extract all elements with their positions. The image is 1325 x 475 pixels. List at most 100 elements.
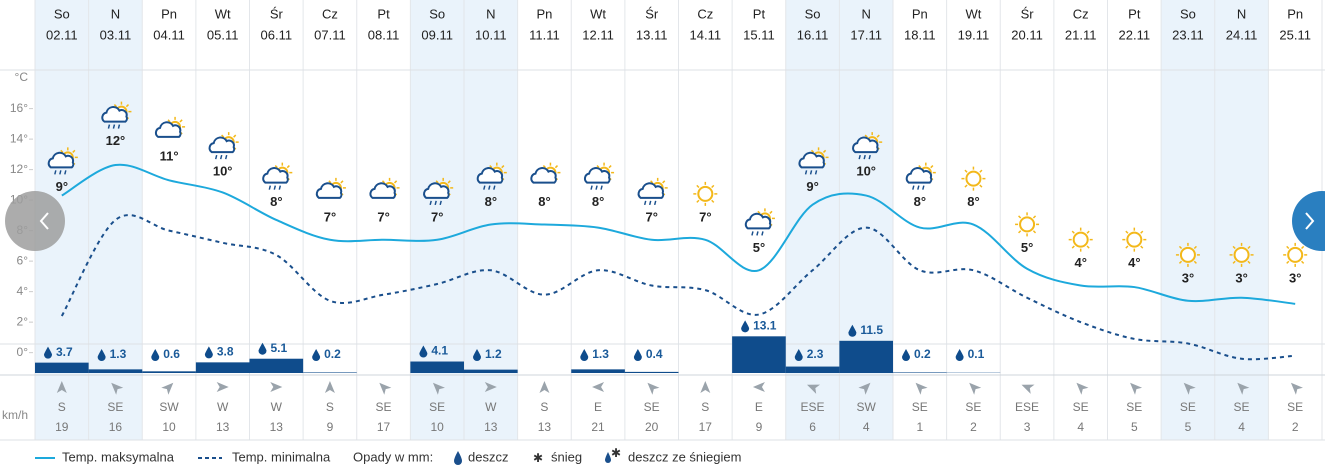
sun-ray	[1071, 245, 1075, 249]
sun-ray	[1286, 260, 1290, 264]
date: 19.11	[958, 27, 990, 42]
weather-icon	[1283, 242, 1308, 267]
weekday: Pn	[912, 6, 928, 21]
cloud	[852, 136, 879, 154]
weather-icon	[476, 162, 507, 190]
sun-ray	[435, 180, 439, 184]
sun-ray	[918, 165, 922, 169]
rain-drop	[54, 170, 57, 175]
rain-drop	[922, 185, 925, 190]
wind-speed: 10	[162, 420, 176, 434]
weekday: Pt	[377, 6, 390, 21]
wind-direction: W	[271, 400, 283, 414]
wind-speed: 13	[270, 420, 284, 434]
weekday: So	[805, 6, 821, 21]
wind-arrow	[432, 382, 445, 395]
cloud	[315, 182, 343, 199]
weather-icon	[208, 132, 239, 160]
precip-label: 0.6	[163, 347, 180, 361]
wind-direction: SE	[1180, 400, 1196, 414]
sun	[965, 170, 982, 187]
day-temp-label: 9°	[56, 179, 68, 194]
precip-label: 4.1	[431, 344, 448, 358]
wind-arrow	[1183, 382, 1196, 395]
sleet-icon	[605, 452, 611, 463]
rain-drop	[107, 124, 111, 129]
day-temp-label: 5°	[1021, 240, 1033, 255]
background	[0, 0, 1325, 441]
date: 11.11	[529, 27, 560, 42]
prev-button[interactable]	[5, 191, 65, 251]
wind-direction: E	[755, 400, 763, 414]
rain-drop	[868, 154, 871, 160]
rain-icon	[454, 451, 462, 465]
wind-speed: 19	[55, 420, 69, 434]
sun-ray	[1247, 245, 1251, 250]
precip-label: 3.7	[56, 345, 73, 359]
sun-ray	[554, 165, 559, 169]
weekday: Wt	[965, 6, 981, 21]
cloud	[798, 151, 825, 169]
wind-direction: SE	[1073, 400, 1089, 414]
precip-drop	[44, 346, 52, 359]
date: 06.11	[261, 27, 293, 42]
cloud	[476, 167, 504, 184]
date: 21.11	[1065, 27, 1097, 42]
rain-drop	[751, 231, 754, 236]
weather-icon	[423, 177, 454, 206]
wind-arrow	[56, 381, 67, 393]
precip-bar	[249, 358, 304, 373]
sun-ray	[1178, 260, 1183, 264]
sun-ray	[340, 180, 344, 184]
next-button[interactable]	[1292, 191, 1325, 251]
wind-speed: 16	[109, 420, 123, 434]
y-tick-label: 0°	[17, 345, 29, 359]
cloud	[369, 182, 396, 199]
wind-direction: ESE	[801, 400, 825, 414]
precip-label: 11.5	[860, 323, 883, 337]
wind-direction: S	[326, 400, 334, 414]
rain-drop	[429, 200, 432, 206]
sun-ray	[489, 165, 493, 169]
sun-ray	[876, 134, 880, 138]
legend-min: Temp. minimalna	[232, 449, 331, 464]
wind-direction: S	[58, 400, 66, 414]
weekday: So	[1180, 6, 1196, 21]
date: 15.11	[743, 27, 775, 42]
weekday: Śr	[270, 6, 284, 21]
sun-ray	[1286, 245, 1290, 250]
precip-label: 13.1	[753, 318, 777, 332]
date: 07.11	[314, 27, 346, 42]
wind-direction: S	[540, 400, 548, 414]
sun-ray	[179, 119, 183, 123]
precip-bar	[464, 369, 518, 373]
wind-arrow	[969, 382, 982, 395]
sun	[1072, 231, 1089, 248]
sun-ray	[1193, 245, 1197, 250]
sun-ray	[1125, 230, 1129, 234]
rain-drop	[643, 200, 647, 206]
day-temp-label: 9°	[806, 179, 818, 194]
rain-drop	[814, 170, 818, 175]
rain-drop	[858, 154, 861, 160]
sun	[1126, 231, 1143, 248]
precip-label: 0.2	[324, 347, 341, 361]
legend-sleet: deszcz ze śniegiem	[628, 449, 741, 464]
precip-label: 1.2	[485, 347, 502, 361]
y-tick-label: 4°	[17, 284, 29, 298]
wind-direction: SE	[1234, 400, 1250, 414]
precip-bar	[785, 366, 840, 373]
weekday: N	[486, 6, 495, 21]
rain-drop	[59, 170, 62, 175]
wind-unit: km/h	[2, 408, 28, 422]
weekday: Śr	[1021, 6, 1035, 21]
precip-drop	[97, 349, 106, 361]
sun-ray	[711, 184, 715, 189]
day-temp-label: 5°	[753, 240, 765, 255]
rain-drop	[863, 154, 866, 160]
rain-drop	[653, 200, 657, 206]
wind-speed: 2	[1292, 420, 1299, 434]
sun-ray	[711, 199, 715, 203]
sun-ray	[964, 169, 968, 173]
rain-drop	[590, 185, 593, 190]
